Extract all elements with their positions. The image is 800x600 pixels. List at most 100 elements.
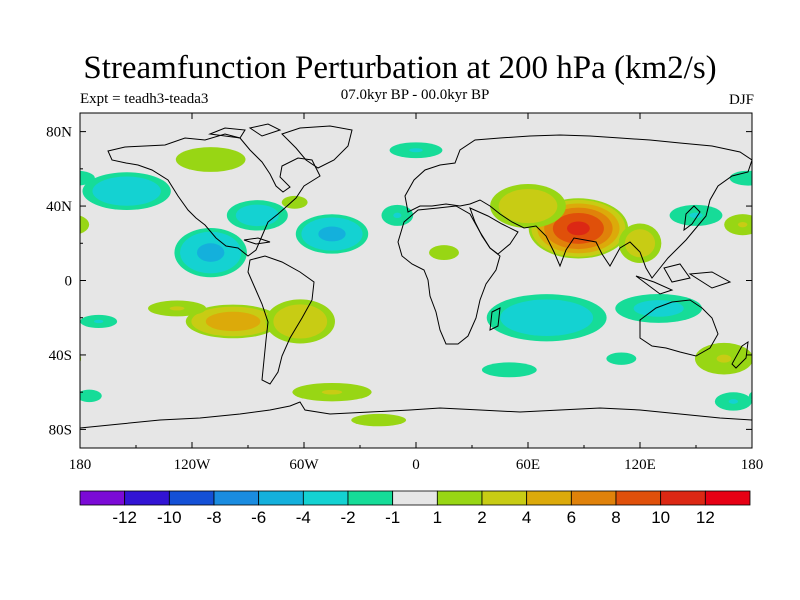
anomaly-cell	[80, 314, 789, 329]
x-tick-label: 180	[69, 457, 92, 473]
x-tick-label: 60E	[516, 457, 540, 473]
anomaly-contour	[689, 212, 703, 219]
anomaly-contour	[752, 315, 789, 328]
colorbar-label: 4	[522, 508, 531, 527]
colorbar-swatch	[124, 490, 170, 506]
anomaly-cell	[185, 304, 281, 339]
anomaly-contour	[566, 221, 590, 236]
colorbar: -12 -10 -8 -6 -4 -2 -1 1 2 4 6 8 10 12	[79, 490, 751, 527]
colorbar-label: 1	[433, 508, 442, 527]
anomaly-contour	[80, 389, 102, 403]
period-label: 07.0kyr BP - 00.0kyr BP	[340, 87, 490, 103]
anomaly-contour	[498, 188, 558, 224]
y-tick-label: 40S	[49, 348, 72, 364]
chart-title: Streamfunction Perturbation at 200 hPa (…	[83, 50, 717, 86]
y-tick-label: 40N	[46, 199, 72, 215]
colorbar-label: -6	[251, 508, 266, 527]
anomaly-contour	[318, 226, 346, 242]
anomaly-cell	[381, 204, 414, 226]
colorbar-label: 2	[477, 508, 486, 527]
anomaly-contour	[175, 147, 246, 172]
anomaly-cell	[174, 227, 247, 278]
anomaly-cell	[618, 223, 662, 264]
colorbar-swatch	[704, 490, 751, 506]
anomaly-contour	[321, 389, 343, 395]
anomaly-cell	[606, 352, 637, 365]
anomaly-contour	[409, 148, 423, 153]
anomaly-cell	[175, 147, 246, 172]
colorbar-label: -1	[385, 508, 400, 527]
anomaly-contour	[80, 170, 95, 186]
anomaly-contour	[754, 172, 800, 210]
coastlines	[80, 123, 752, 429]
anomaly-contour	[93, 319, 104, 324]
colorbar-label: 10	[651, 508, 670, 527]
anomaly-contour	[393, 212, 402, 219]
colorbar-label: 8	[611, 508, 620, 527]
anomaly-contour	[500, 299, 594, 336]
anomaly-contour	[92, 176, 161, 206]
anomaly-cell	[429, 245, 459, 261]
anomaly-contour	[429, 245, 459, 261]
anomaly-contour	[169, 306, 185, 311]
anomaly-cell	[148, 300, 207, 317]
anomaly-contour	[764, 177, 800, 206]
x-tick-label: 180	[741, 457, 764, 473]
anomaly-contour	[737, 221, 748, 228]
y-tick-label: 80S	[49, 422, 72, 438]
anomaly-cell	[351, 413, 407, 427]
anomaly-cell	[486, 294, 607, 342]
colorbar-label: -12	[112, 508, 137, 527]
anomaly-cell	[43, 392, 752, 411]
anomaly-cell	[80, 170, 752, 186]
anomaly-contour	[728, 399, 739, 404]
colorbar-swatch	[347, 490, 394, 506]
anomaly-contour	[351, 413, 407, 427]
colorbar-label: -4	[296, 508, 311, 527]
anomaly-contour	[481, 362, 537, 378]
colorbar-swatch	[79, 490, 126, 506]
anomaly-cell	[669, 204, 723, 226]
colorbar-label: -2	[340, 508, 355, 527]
anomaly-contour	[748, 391, 752, 400]
colorbar-swatch	[258, 490, 304, 506]
map-axes: 180 120W 60W 0 60E 120E 180 80N 40N 0 40S 80S	[46, 113, 763, 473]
anomaly-cell	[295, 214, 369, 254]
colorbar-swatch	[570, 490, 617, 506]
season-label: DJF	[728, 92, 754, 108]
anomaly-cell	[389, 142, 443, 159]
x-tick-label: 120W	[174, 457, 212, 473]
colorbar-label: 12	[696, 508, 715, 527]
colorbar-swatch	[302, 490, 349, 506]
experiment-label: Expt = teadh3-teada3	[80, 91, 209, 107]
anomaly-cell	[615, 294, 703, 323]
anomaly-cell	[490, 184, 566, 229]
anomaly-contour	[235, 204, 279, 227]
colorbar-label: -10	[157, 508, 182, 527]
colorbar-label: -8	[206, 508, 221, 527]
anomaly-contour	[205, 311, 261, 332]
colorbar-label: 6	[567, 508, 576, 527]
anomaly-contour	[43, 392, 80, 410]
colorbar-swatch	[481, 490, 528, 506]
colorbar-swatch	[392, 490, 438, 506]
x-tick-label: 0	[412, 457, 420, 473]
anomaly-contour	[729, 170, 752, 186]
anomaly-contour	[633, 300, 684, 317]
anomaly-cell	[80, 389, 752, 403]
colorbar-swatch	[615, 490, 662, 506]
x-tick-label: 120E	[624, 457, 656, 473]
anomaly-contour	[716, 354, 732, 363]
anomaly-cell	[292, 382, 372, 402]
anomaly-contour	[606, 352, 637, 365]
anomaly-contour	[80, 215, 90, 234]
x-tick-label: 60W	[289, 457, 319, 473]
colorbar-swatch	[168, 490, 215, 506]
anomaly-contour	[66, 222, 75, 227]
anomaly-contour	[196, 243, 225, 262]
y-tick-label: 80N	[46, 125, 72, 141]
anomaly-contour	[624, 229, 656, 258]
y-tick-label: 0	[65, 274, 73, 290]
colorbar-swatch	[213, 490, 260, 506]
